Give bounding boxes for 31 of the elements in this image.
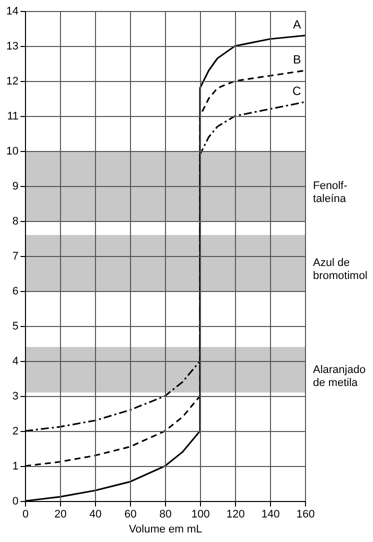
series-label: B (292, 52, 301, 66)
x-tick-label: 60 (124, 508, 137, 520)
y-tick-label: 11 (7, 110, 18, 122)
y-tick-label: 5 (12, 320, 18, 332)
y-tick-label: 0 (12, 496, 18, 508)
y-tick-label: 10 (6, 146, 18, 158)
y-tick-label: 2 (12, 426, 18, 438)
x-tick-label: 100 (191, 508, 210, 520)
band-label: Alaranjado de metila (313, 364, 366, 389)
y-tick-label: 12 (6, 76, 18, 88)
series-label: C (292, 84, 302, 98)
band-label: Azul de bromotimol (313, 257, 368, 282)
y-tick-label: 6 (12, 286, 18, 298)
y-tick-label: 7 (12, 250, 18, 262)
x-tick-label: 80 (159, 508, 172, 520)
x-tick-label: 40 (89, 508, 102, 520)
y-tick-label: 9 (12, 180, 18, 192)
y-tick-label: 13 (6, 40, 18, 52)
x-tick-label: 120 (226, 508, 245, 520)
y-tick-label: 14 (6, 6, 18, 18)
y-tick-label: 8 (12, 216, 18, 228)
y-tick-label: 4 (12, 356, 18, 368)
series-label: A (292, 18, 301, 32)
x-tick-label: 20 (54, 508, 67, 520)
x-tick-label: 0 (22, 508, 29, 520)
x-tick-label: 160 (296, 508, 315, 520)
y-tick-label: 1 (12, 460, 18, 472)
band-label: Fenolf- taleína (313, 180, 348, 205)
y-tick-label: 3 (12, 390, 18, 402)
x-axis-title: Volume em mL (128, 524, 202, 536)
x-tick-label: 140 (261, 508, 280, 520)
